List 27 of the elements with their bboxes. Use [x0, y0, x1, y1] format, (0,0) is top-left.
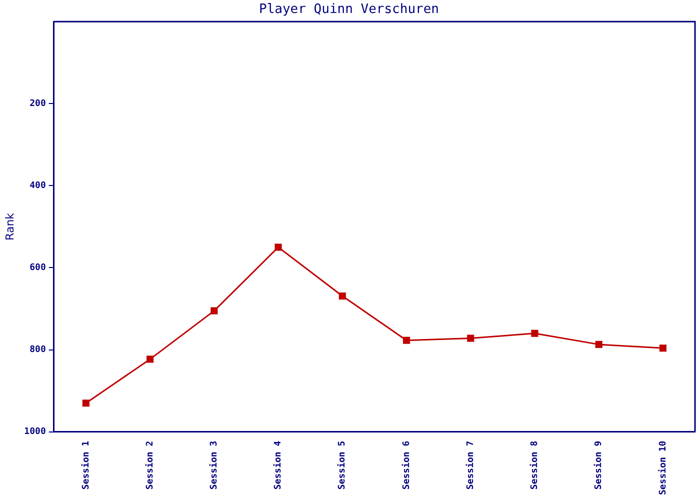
y-tick-label: 1000 — [24, 427, 46, 438]
y-tick-label: 800 — [30, 345, 46, 356]
y-tick-label: 400 — [30, 181, 46, 192]
point — [531, 330, 538, 337]
x-tick-label: Session 3 — [208, 440, 220, 490]
x-tick-label: Session 10 — [657, 440, 668, 496]
x-tick-label: Session 2 — [144, 440, 156, 490]
point — [146, 356, 154, 363]
y-tick-label: 600 — [30, 263, 46, 274]
point — [467, 334, 474, 342]
y-tick-label: 200 — [30, 98, 46, 109]
x-tick-label: Session 7 — [464, 440, 476, 490]
chart-title: Player Quinn Verschuren — [258, 2, 440, 18]
x-tick-label: Session 5 — [336, 440, 348, 490]
x-tick-label: Session 6 — [400, 440, 412, 490]
x-tick-label: Session 8 — [529, 440, 540, 490]
point — [274, 244, 282, 251]
point — [659, 344, 666, 352]
x-tick-label: Session 1 — [80, 440, 92, 490]
point — [82, 400, 90, 407]
x-tick-label: Session 9 — [593, 440, 604, 490]
point — [338, 292, 346, 300]
point — [402, 336, 410, 344]
point — [595, 340, 602, 348]
x-tick-label: Session 4 — [272, 440, 284, 490]
point — [210, 307, 218, 314]
y-axis-title: Rank — [3, 212, 16, 240]
